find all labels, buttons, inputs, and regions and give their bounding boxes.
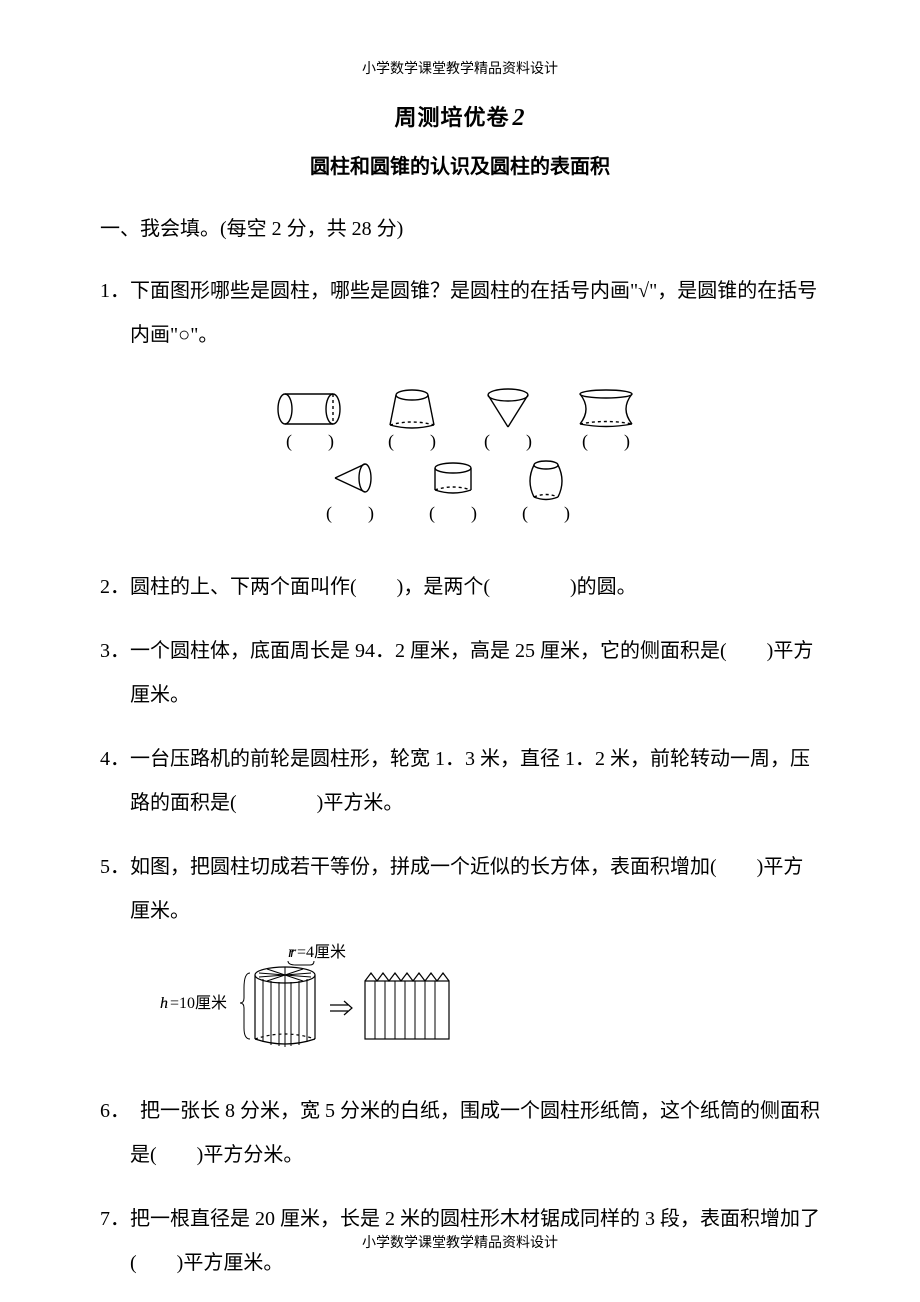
q1-number: 1． [100,280,130,302]
subtitle: 圆柱和圆锥的认识及圆柱的表面积 [100,150,820,179]
worksheet-page: 小学数学课堂教学精品资料设计 周测培优卷2 圆柱和圆锥的认识及圆柱的表面积 一、… [0,0,920,1302]
shape-short-cylinder [435,463,471,493]
svg-text:h: h [160,995,168,1012]
q1-blank-5: ( ) [326,503,374,524]
question-3: 3．一个圆柱体，底面周长是 94．2 厘米，高是 25 厘米，它的侧面积是( )… [100,629,820,717]
shape-concave-cylinder [580,390,632,427]
q1-shapes-svg: ( ) ( ) ( ) ( ) ( ) ( ) ( ) [240,369,680,529]
footer-note: 小学数学课堂教学精品资料设计 [0,1232,920,1252]
q6-number: 6． [100,1100,120,1122]
svg-text:r: r [288,944,295,961]
q5-text: 如图，把圆柱切成若干等份，拼成一个近似的长方体，表面积增加( )平方厘米。 [130,856,803,922]
q1-blank-4: ( ) [582,431,630,452]
q6-text: 把一张长 8 分米，宽 5 分米的白纸，围成一个圆柱形纸筒，这个纸筒的侧面积是(… [120,1100,820,1166]
header-note: 小学数学课堂教学精品资料设计 [0,58,920,78]
q5-svg: r h r =4厘米 h =10厘米 [160,943,480,1053]
question-1: 1．下面图形哪些是圆柱，哪些是圆锥？是圆柱的在括号内画"√"，是圆锥的在括号内画… [100,269,820,545]
shape-horizontal-cylinder [278,394,340,424]
q4-text: 一台压路机的前轮是圆柱形，轮宽 1．3 米，直径 1．2 米，前轮转动一周，压路… [130,748,810,814]
q2-text: 圆柱的上、下两个面叫作( )，是两个( )的圆。 [130,576,637,598]
main-title: 周测培优卷2 [100,100,820,132]
question-5: 5．如图，把圆柱切成若干等份，拼成一个近似的长方体，表面积增加( )平方厘米。 … [100,845,820,1069]
q1-blank-3: ( ) [484,431,532,452]
question-6: 6． 把一张长 8 分米，宽 5 分米的白纸，围成一个圆柱形纸筒，这个纸筒的侧面… [100,1089,820,1177]
q1-blank-2: ( ) [388,431,436,452]
q5-r-text: =4厘米 [297,943,346,961]
shape-cone-lying [335,464,371,492]
question-4: 4．一台压路机的前轮是圆柱形，轮宽 1．3 米，直径 1．2 米，前轮转动一周，… [100,737,820,825]
q1-blank-1: ( ) [286,431,334,452]
shape-cone-inverted [488,389,528,427]
q3-text: 一个圆柱体，底面周长是 94．2 厘米，高是 25 厘米，它的侧面积是( )平方… [130,640,813,706]
section-1-heading: 一、我会填。(每空 2 分，共 28 分) [100,209,820,249]
q5-h-text: =10厘米 [170,994,227,1012]
main-title-number: 2 [513,105,526,131]
shape-frustum [390,390,434,428]
shape-barrel [530,461,562,500]
q1-text: 下面图形哪些是圆柱，哪些是圆锥？是圆柱的在括号内画"√"，是圆锥的在括号内画"○… [130,280,817,346]
q2-number: 2． [100,576,130,598]
main-title-text: 周测培优卷 [394,105,509,130]
q5-number: 5． [100,856,130,878]
q5-figure: r h r =4厘米 h =10厘米 [190,943,820,1069]
q7-number: 7． [100,1208,130,1230]
question-2: 2．圆柱的上、下两个面叫作( )，是两个( )的圆。 [100,565,820,609]
q1-blank-7: ( ) [522,503,570,524]
q4-number: 4． [100,748,130,770]
q3-number: 3． [100,640,130,662]
q1-blank-6: ( ) [429,503,477,524]
q1-figure: ( ) ( ) ( ) ( ) ( ) ( ) ( ) [130,369,820,545]
